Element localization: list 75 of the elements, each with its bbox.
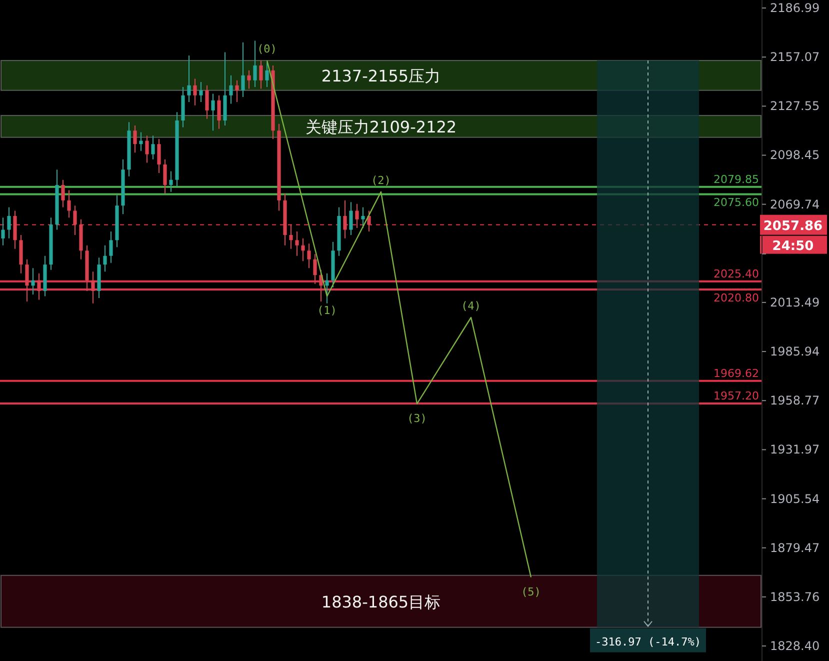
y-tick-label: 2157.07 [770,50,820,64]
candlestick [133,125,137,154]
candlestick [361,206,365,229]
candlestick [349,202,353,236]
y-tick-label: 2013.49 [770,295,820,310]
candlestick [199,82,203,103]
annotation: (0) [257,42,277,56]
candlestick [301,238,305,262]
candlestick [259,60,263,90]
candlestick [235,80,239,103]
candlestick [31,268,35,295]
candlestick [37,272,41,300]
ref-line-label: 2025.40 [714,267,759,280]
y-tick-label: 1905.54 [770,492,820,506]
y-tick-label: 1828.40 [770,638,820,653]
y-tick-label: 2069.74 [770,197,820,212]
candlestick [253,40,257,88]
candlestick [25,258,29,302]
y-tick-label: 1879.47 [770,540,820,555]
ref-line-label: 2075.60 [714,196,759,210]
candlestick [217,94,221,130]
ref-line-label: 2020.80 [714,292,759,305]
annotation: (1) [317,304,337,318]
band-label: 2137-2155压力 [321,66,441,86]
y-tick-label: 2127.55 [770,99,820,114]
candlestick [7,206,11,239]
y-tick-label: 2098.45 [770,148,820,162]
candlestick [169,170,173,192]
candlestick [295,230,299,256]
candlestick [265,62,269,88]
ref-line-label: 1969.62 [714,366,759,380]
candlestick [313,254,317,284]
candlestick [355,203,359,229]
candlestick [163,158,167,194]
candlestick [91,271,95,304]
candlestick [325,272,329,304]
annotation: (2) [371,174,391,187]
candlestick [307,243,311,269]
candlestick [205,84,209,120]
candlestick [61,179,65,208]
line-series [266,60,532,578]
annotation: (4) [461,300,481,312]
y-tick-label: 1958.77 [770,394,820,408]
candlestick [229,74,233,104]
candlestick [67,190,71,218]
y-tick-label: 1931.97 [770,442,820,457]
candlestick [193,78,197,106]
candlestick [247,70,251,90]
candlestick [319,269,323,302]
ref-line-label: 2079.85 [714,172,759,186]
text: 24:50 [772,238,814,254]
candlestick [151,135,155,160]
candlestick [73,205,77,236]
y-tick-label: 1985.94 [770,344,820,359]
candlestick [1,217,5,246]
candlestick [367,210,371,232]
candlestick [109,230,113,264]
ref-line-label: 1957.20 [714,389,759,402]
band-label: 关键压力2109-2122 [305,117,457,136]
candlestick [145,135,149,164]
candlestick [157,138,161,174]
y-tick-label: 2186.99 [770,0,820,15]
candlestick [241,42,245,98]
ref-line-label: 2057.86 [763,218,823,234]
candlestick [139,132,143,152]
candlestick [187,55,191,103]
candlestick [289,224,293,250]
candlestick [103,244,107,272]
candlestick [211,93,215,132]
annotation: (5) [521,585,541,598]
y-tick-label: 1853.76 [770,590,820,604]
annotation: -316.97 (-14.7%) [595,635,701,648]
band-label: 1838-1865目标 [321,592,441,612]
candlestick [343,200,347,239]
annotation: (3) [407,412,427,425]
